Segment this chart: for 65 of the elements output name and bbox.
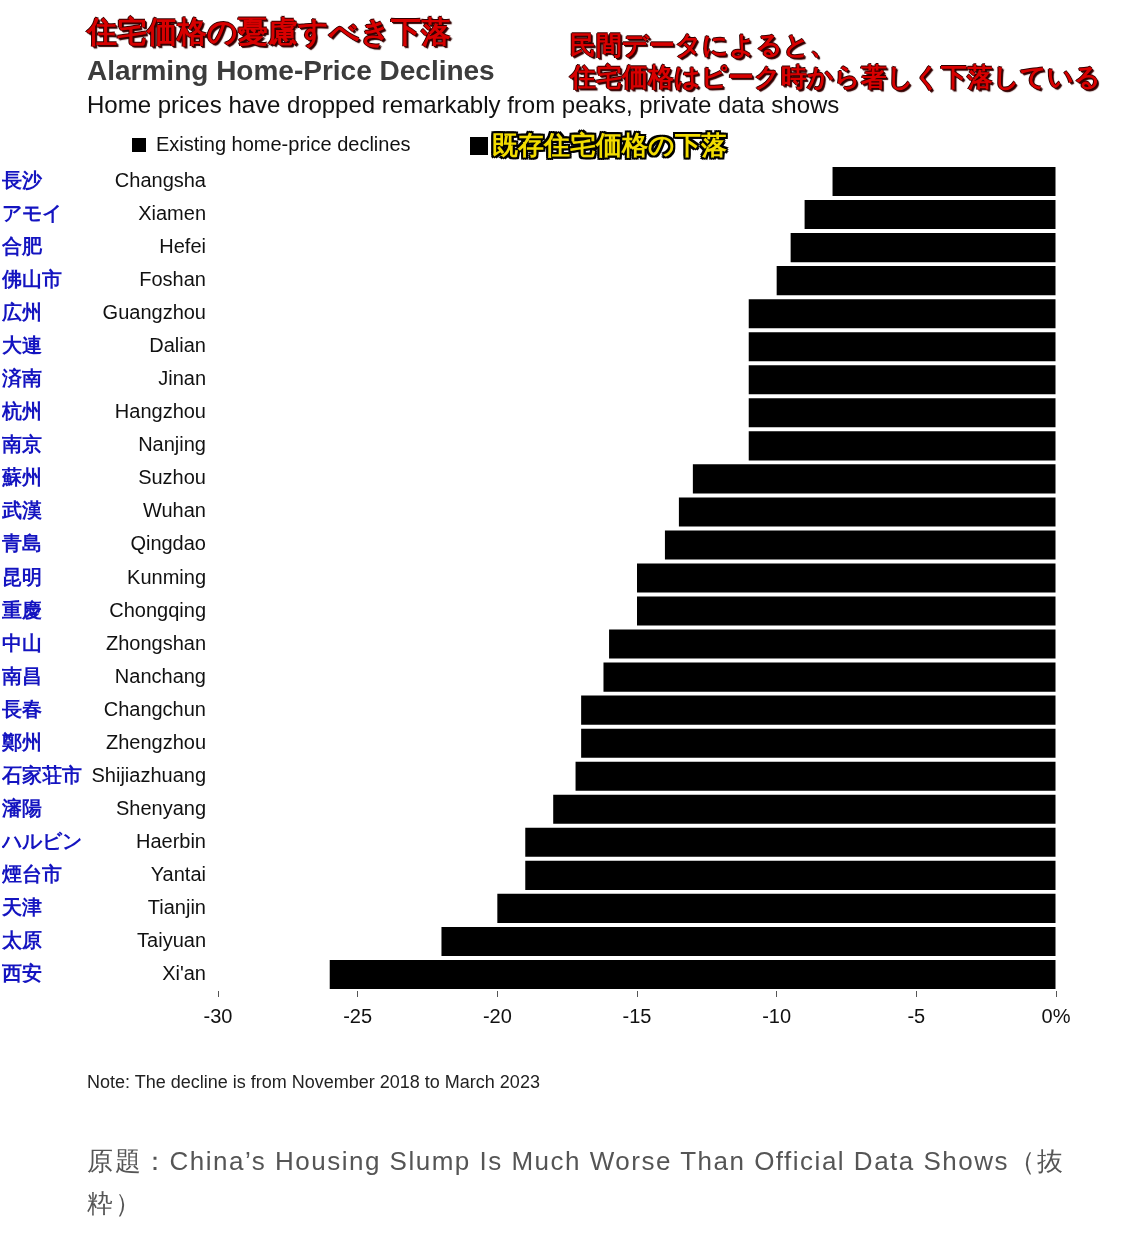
y2-tick-label: アモイ [2,202,62,225]
y-tick-label: Shenyang [115,796,206,819]
y-tick-label: Taiyuan [137,928,206,951]
y2-tick-label: 煙台市 [1,862,62,885]
x-tick-label: -10 [762,1004,792,1027]
y-tick-label: Nanchang [114,664,206,687]
chart-subtitle: Home prices have dropped remarkably from peaks, private data shows [87,91,840,120]
y-tick-label: Zhengzhou [105,730,206,753]
y-tick-label: Suzhou [138,466,206,489]
y2-tick-label: 中山 [2,631,42,654]
y-tick-label: Jinan [158,367,206,390]
y-tick-label: Nanjing [138,433,206,456]
y2-tick-label: 天津 [1,895,42,918]
y-tick-label: Dalian [149,334,206,357]
y2-tick-label: 蘇州 [1,466,42,489]
y-tick-label: Xi'an [162,962,206,984]
text: Note: The decline is from November 2018 to March 2023 [87,1072,540,1094]
y-tick-label: Foshan [139,268,206,291]
y-tick-label: Wuhan [142,499,206,522]
y-tick-label: Yantai [150,862,206,885]
y-tick-label: Shijiazhuang [91,763,206,786]
y2-tick-label: 鄭州 [1,730,42,753]
y2-tick-label: 南京 [1,433,42,456]
x-tick-label: 0% [1041,1004,1071,1027]
y2-tick-label: 長沙 [1,169,43,192]
text: 住宅価格の憂慮すべき下落 [87,14,451,50]
y2-tick-label: 杭州 [1,400,42,423]
text: 既存住宅価格の下落 [492,130,727,162]
y2-tick-label: 南昌 [1,664,42,687]
x-tick-label: -20 [482,1004,512,1027]
y2-tick-label: 瀋陽 [1,796,42,819]
y2-tick-label: 武漢 [1,499,42,522]
y2-tick-label: 合肥 [1,235,43,258]
y2-tick-label: 西安 [1,962,42,984]
y2-tick-label: 済南 [1,367,42,390]
y2-tick-label: 石家荘市 [1,763,82,786]
x-tick-label: -25 [343,1004,373,1027]
y-tick-label: Hangzhou [114,400,206,423]
y-tick-label: Chongqing [109,598,206,621]
y2-tick-label: 広州 [1,301,42,324]
y-tick-label: Tianjin [147,895,206,918]
y2-tick-label: 長春 [1,697,42,720]
y-tick-label: Kunming [127,565,206,588]
y-tick-label: Xiamen [138,202,206,225]
y2-tick-label: 青島 [1,532,42,555]
text: 民間データによると、 [570,30,836,62]
y-tick-label: Haerbin [135,829,206,852]
y2-tick-label: 太原 [1,928,42,951]
x-tick-label: -30 [203,1004,233,1027]
y2-tick-label: 佛山市 [1,268,62,291]
y-tick-label: Zhongshan [105,631,206,654]
y-tick-label: Qingdao [130,532,206,555]
x-tick-label: -15 [622,1004,652,1027]
legend-label: Existing home-price declines [156,132,411,155]
text: 原題：China’s Housing Slump Is Much Worse Than Official Data Shows（抜粋） [87,1145,1066,1220]
y2-tick-label: 昆明 [2,565,42,588]
x-tick-label: -5 [907,1004,926,1027]
y-tick-label: Guangzhou [102,301,206,324]
y2-tick-label: 大連 [2,334,42,357]
y2-tick-label: 重慶 [1,598,42,621]
y-tick-label: Hefei [159,235,206,258]
chart-title: Alarming Home-Price Declines [87,54,495,88]
y-tick-label: Changsha [114,169,207,192]
text: 住宅価格はピーク時から著しく下落している [570,62,1101,94]
y-tick-label: Changchun [103,697,206,720]
